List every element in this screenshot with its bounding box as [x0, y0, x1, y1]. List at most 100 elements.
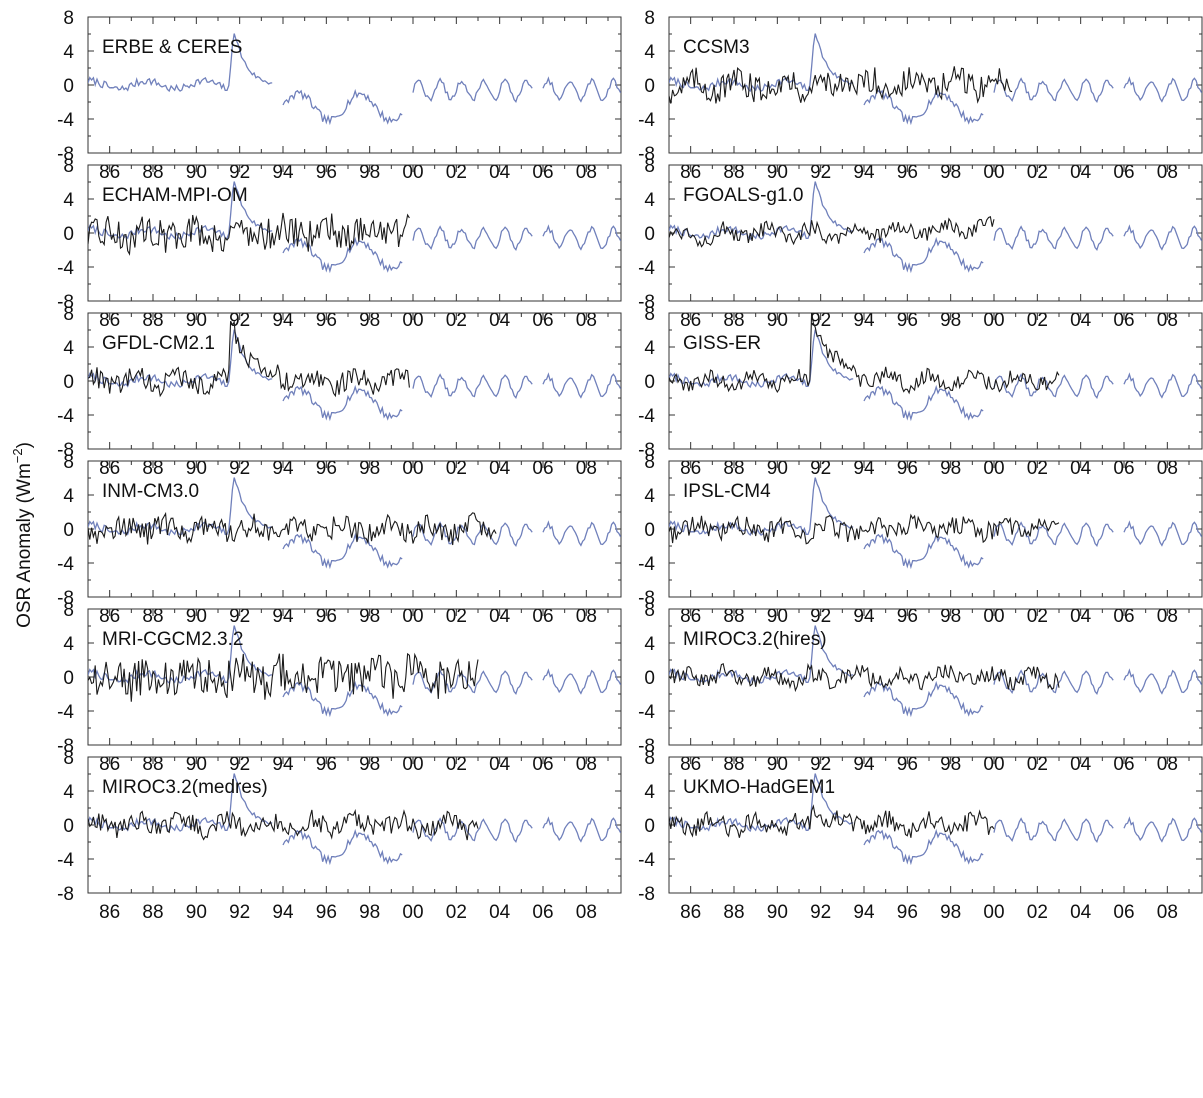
observed-series-line — [1123, 816, 1202, 843]
x-tick-label: 90 — [767, 606, 788, 627]
y-tick-label: -4 — [638, 850, 655, 871]
x-tick-label: 96 — [897, 754, 918, 775]
x-tick-label: 98 — [359, 754, 380, 775]
x-tick-label: 98 — [359, 310, 380, 331]
x-tick-label: 96 — [316, 310, 337, 331]
x-tick-label: 90 — [767, 902, 788, 923]
y-tick-label: -8 — [638, 292, 655, 313]
y-tick-label: -8 — [57, 736, 74, 757]
y-axis-label-superscript: −2 — [10, 448, 25, 463]
x-tick-label: 90 — [767, 310, 788, 331]
panel: 8 4 0 -4 -8 86 88 90 92 94 96 98 00 02 04 06 08 UKMO-HadG… — [638, 748, 1203, 923]
x-tick-label: 86 — [680, 902, 701, 923]
observed-series-line — [863, 384, 984, 422]
x-tick-label: 88 — [723, 902, 744, 923]
x-tick-label: 92 — [229, 606, 250, 627]
x-tick-label: 08 — [576, 310, 597, 331]
observed-series-line — [542, 520, 621, 547]
x-tick-label: 86 — [99, 458, 120, 479]
x-tick-label: 08 — [1157, 458, 1178, 479]
x-tick-label: 88 — [723, 310, 744, 331]
observed-series-line — [993, 817, 1114, 844]
observed-series-line — [282, 680, 403, 718]
x-tick-label: 04 — [1070, 754, 1092, 775]
x-tick-label: 06 — [1113, 458, 1134, 479]
x-tick-label: 08 — [576, 458, 597, 479]
x-tick-label: 92 — [229, 458, 250, 479]
x-tick-label: 00 — [983, 310, 1004, 331]
x-tick-label: 02 — [446, 310, 467, 331]
x-tick-label: 08 — [1157, 754, 1178, 775]
observed-series-line — [863, 236, 984, 274]
x-tick-label: 04 — [489, 606, 511, 627]
observed-series-line — [282, 236, 403, 274]
x-tick-label: 04 — [489, 754, 511, 775]
y-tick-label: 0 — [63, 76, 74, 97]
x-tick-label: 98 — [940, 754, 961, 775]
y-tick-label: -8 — [57, 440, 74, 461]
model-series-line — [88, 212, 410, 256]
panel-title: MIROC3.2(hires) — [683, 629, 827, 650]
panel: 8 4 0 -4 -8 86 88 90 92 94 96 98 00 02 04 06 08 MIROC3.2(… — [638, 600, 1203, 775]
x-tick-label: 94 — [272, 754, 294, 775]
y-tick-label: 8 — [63, 8, 74, 29]
x-tick-label: 02 — [1027, 458, 1048, 479]
y-axis-label-close: ) — [14, 442, 35, 448]
panel: 8 4 0 -4 -8 86 88 90 92 94 96 98 00 02 04 06 08 FGOALS-g1… — [638, 156, 1203, 331]
observed-series-line — [542, 816, 621, 843]
x-tick-label: 96 — [316, 162, 337, 183]
y-tick-label: 0 — [644, 76, 655, 97]
x-tick-label: 06 — [532, 902, 553, 923]
panel: 8 4 0 -4 -8 86 88 90 92 94 96 98 00 02 04 06 08 INM-CM3.0 — [57, 452, 622, 627]
y-tick-label: 8 — [644, 600, 655, 621]
y-tick-label: -8 — [57, 588, 74, 609]
y-tick-label: -4 — [638, 702, 655, 723]
model-series-line — [669, 804, 995, 838]
observed-series-line — [412, 373, 533, 400]
plot-area — [669, 773, 1202, 866]
panel-title: FGOALS-g1.0 — [683, 185, 803, 206]
model-series-line — [669, 313, 1060, 395]
x-tick-label: 08 — [576, 162, 597, 183]
x-tick-label: 06 — [532, 754, 553, 775]
panel: 8 4 0 -4 -8 86 88 90 92 94 96 98 00 02 04 06 08 ECHAM-MPI… — [57, 156, 622, 331]
x-tick-label: 92 — [229, 754, 250, 775]
observed-series-line — [88, 773, 273, 833]
y-tick-label: 0 — [644, 372, 655, 393]
y-tick-label: -8 — [57, 292, 74, 313]
plot-area — [88, 477, 621, 570]
x-tick-label: 94 — [853, 606, 875, 627]
x-tick-label: 08 — [576, 754, 597, 775]
x-tick-label: 94 — [272, 458, 294, 479]
y-tick-label: 0 — [63, 668, 74, 689]
y-tick-label: -4 — [57, 850, 74, 871]
x-tick-label: 88 — [723, 754, 744, 775]
x-tick-label: 96 — [316, 458, 337, 479]
x-tick-label: 08 — [576, 902, 597, 923]
x-tick-label: 88 — [142, 458, 163, 479]
y-tick-label: -4 — [57, 258, 74, 279]
x-tick-label: 90 — [186, 902, 207, 923]
plot-area — [669, 625, 1202, 718]
y-tick-label: 4 — [644, 782, 655, 803]
observed-series-line — [412, 225, 533, 252]
x-tick-label: 94 — [853, 458, 875, 479]
panel-title: IPSL-CM4 — [683, 481, 771, 502]
observed-series-line — [669, 477, 854, 537]
x-tick-label: 02 — [446, 606, 467, 627]
y-tick-label: 4 — [63, 338, 74, 359]
x-tick-label: 00 — [983, 754, 1004, 775]
y-tick-label: 8 — [63, 304, 74, 325]
x-tick-label: 86 — [99, 902, 120, 923]
x-tick-label: 86 — [99, 162, 120, 183]
x-tick-label: 06 — [532, 458, 553, 479]
x-tick-label: 96 — [897, 162, 918, 183]
x-tick-label: 06 — [1113, 310, 1134, 331]
x-tick-label: 96 — [316, 606, 337, 627]
x-tick-label: 02 — [446, 902, 467, 923]
model-series-line — [669, 513, 1060, 545]
observed-series-line — [1123, 76, 1202, 103]
x-tick-label: 04 — [489, 310, 511, 331]
x-tick-label: 00 — [983, 606, 1004, 627]
y-tick-label: 0 — [644, 224, 655, 245]
